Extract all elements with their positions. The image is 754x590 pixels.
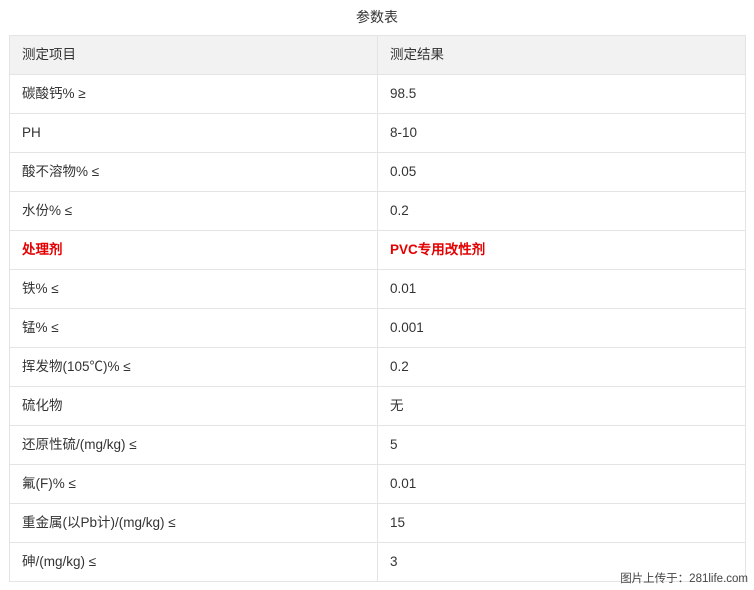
table-row: 硫化物无 xyxy=(9,386,746,426)
cell-item: 砷/(mg/kg) ≤ xyxy=(9,542,378,582)
cell-result: 98.5 xyxy=(377,74,746,114)
table-body: 碳酸钙% ≥98.5 PH 8-10 酸不溶物% ≤0.05 水份% ≤0.2 处理剂 PV… xyxy=(9,74,746,582)
cell-result: 0.01 xyxy=(377,464,746,504)
cell-result: 0.001 xyxy=(377,308,746,348)
cell-result: 0.2 xyxy=(377,191,746,231)
cell-result: 无 xyxy=(377,386,746,426)
watermark-text: 图片上传于：281life.com xyxy=(620,573,748,585)
page-title: 参数表 xyxy=(356,9,398,25)
table-row: 还原性硫/(mg/kg) ≤5 xyxy=(9,425,746,465)
cell-result: 0.01 xyxy=(377,269,746,309)
cell-item: 酸不溶物% ≤ xyxy=(9,152,378,192)
table-row: 锰% ≤0.001 xyxy=(9,308,746,348)
cell-result: 8-10 xyxy=(377,113,746,153)
cell-result: 5 xyxy=(377,425,746,465)
table-header-row: 测定项目 测定结果 xyxy=(9,35,746,75)
cell-item: 重金属(以Pb计)/(mg/kg) ≤ xyxy=(9,503,378,543)
cell-item: PH xyxy=(9,113,378,153)
cell-result: 3 xyxy=(377,542,746,582)
column-header-result: 测定结果 xyxy=(377,35,746,75)
table-row: 铁% ≤0.01 xyxy=(9,269,746,309)
table-row: 酸不溶物% ≤0.05 xyxy=(9,152,746,192)
cell-result: PVC专用改性剂 xyxy=(377,230,746,270)
cell-item: 还原性硫/(mg/kg) ≤ xyxy=(9,425,378,465)
cell-item: 锰% ≤ xyxy=(9,308,378,348)
cell-item: 挥发物(105℃)% ≤ xyxy=(9,347,378,387)
table-row: 重金属(以Pb计)/(mg/kg) ≤15 xyxy=(9,503,746,543)
cell-item: 铁% ≤ xyxy=(9,269,378,309)
column-header-item: 测定项目 xyxy=(9,35,378,75)
cell-item: 硫化物 xyxy=(9,386,378,426)
cell-result: 15 xyxy=(377,503,746,543)
parameter-table: 测定项目 测定结果 碳酸钙% ≥98.5 PH 8-10 酸不溶物% ≤0.05 水份%… xyxy=(9,35,746,582)
table-row: 水份% ≤0.2 xyxy=(9,191,746,231)
cell-result: 0.2 xyxy=(377,347,746,387)
cell-item: 氟(F)% ≤ xyxy=(9,464,378,504)
cell-item: 碳酸钙% ≥ xyxy=(9,74,378,114)
table-row: PH 8-10 xyxy=(9,113,746,153)
cell-result: 0.05 xyxy=(377,152,746,192)
table-row: 挥发物(105℃)% ≤0.2 xyxy=(9,347,746,387)
table-row: 处理剂 PVC专用改性剂 xyxy=(9,230,746,270)
table-row: 碳酸钙% ≥98.5 xyxy=(9,74,746,114)
cell-item: 处理剂 xyxy=(9,230,378,270)
table-row: 砷/(mg/kg) ≤3 xyxy=(9,542,746,582)
cell-item: 水份% ≤ xyxy=(9,191,378,231)
table-row: 氟(F)% ≤0.01 xyxy=(9,464,746,504)
table-header: 测定项目 测定结果 xyxy=(9,35,746,75)
